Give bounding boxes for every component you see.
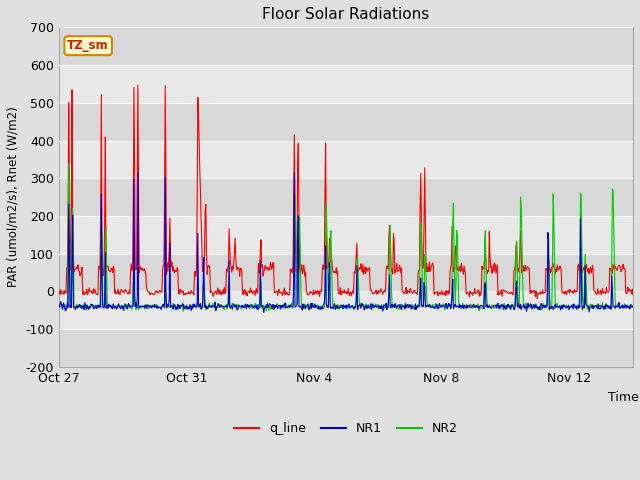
- Y-axis label: PAR (umol/m2/s), Rnet (W/m2): PAR (umol/m2/s), Rnet (W/m2): [7, 107, 20, 288]
- Title: Floor Solar Radiations: Floor Solar Radiations: [262, 7, 429, 22]
- Bar: [59, 216, 633, 254]
- Bar: [59, 27, 633, 65]
- Text: TZ_sm: TZ_sm: [67, 39, 109, 52]
- Legend: q_line, NR1, NR2: q_line, NR1, NR2: [229, 418, 463, 440]
- Bar: [59, 141, 633, 178]
- Bar: [59, 329, 633, 367]
- Bar: [59, 65, 633, 103]
- Bar: [59, 254, 633, 291]
- Bar: [59, 178, 633, 216]
- Bar: [59, 103, 633, 141]
- X-axis label: Time: Time: [608, 391, 639, 404]
- Bar: [59, 291, 633, 329]
